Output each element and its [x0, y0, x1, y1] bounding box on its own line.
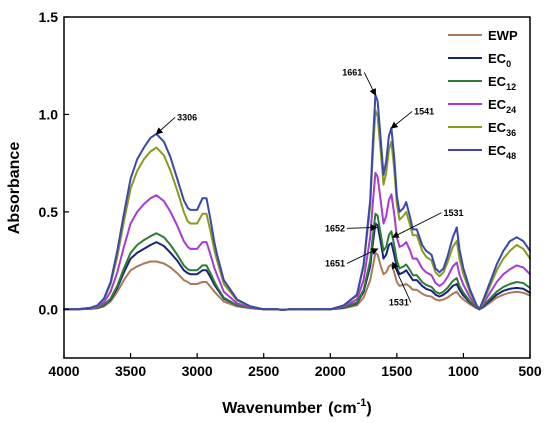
legend-label: EC12	[488, 74, 516, 92]
annotation-label: 1531	[443, 208, 463, 218]
annotation-arrow	[363, 72, 376, 96]
x-tick-label: 3500	[115, 363, 146, 379]
y-axis-title: Absorbance	[6, 142, 23, 235]
y-axis-ticks: 0.0 0.5 1.0 1.5	[39, 9, 69, 317]
annotation-arrow	[390, 111, 413, 129]
series-line-ec24	[63, 171, 531, 311]
x-axis-ticks: 4000 3500 3000 2500 2000 1500 1000 500	[48, 353, 542, 379]
series-line-ec48	[63, 93, 531, 311]
axes	[63, 16, 531, 359]
annotation-label: 1661	[342, 67, 362, 77]
series-lines	[63, 93, 531, 311]
x-tick-label: 2000	[315, 363, 346, 379]
x-tick-label: 1000	[448, 363, 479, 379]
plot-frame	[63, 16, 531, 359]
annotation-arrow	[392, 261, 412, 303]
x-tick-label: 4000	[48, 363, 79, 379]
legend: EWP EC0 EC12 EC24 EC36 EC48	[448, 28, 518, 161]
annotation-label: 1651	[325, 258, 345, 268]
annotation-arrow	[346, 248, 379, 264]
annotation-arrow	[155, 116, 176, 135]
annotation-arrow	[346, 224, 378, 232]
x-tick-label: 1500	[381, 363, 412, 379]
x-axis-title: Wavenumber (cm-1)	[222, 397, 371, 417]
legend-label: EC48	[488, 143, 516, 161]
annotation-label: 1531	[389, 297, 409, 307]
annotation-label: 1541	[414, 106, 434, 116]
series-line-ewp	[63, 251, 531, 311]
x-tick-label: 3000	[182, 363, 213, 379]
legend-label: EC24	[488, 97, 516, 115]
x-tick-label: 500	[518, 363, 542, 379]
series-line-ec12	[63, 212, 531, 311]
legend-label: EWP	[488, 28, 518, 43]
annotation-label: 1652	[325, 223, 345, 233]
legend-label: EC36	[488, 120, 516, 138]
annotation-arrow	[391, 212, 442, 238]
y-tick-label: 1.0	[39, 106, 59, 122]
peak-annotations: 3306 1661 1541 1652 1651 1531 1531	[155, 67, 463, 307]
y-tick-label: 0.5	[39, 204, 59, 220]
annotation-label: 3306	[177, 112, 197, 122]
y-tick-label: 1.5	[39, 9, 59, 25]
legend-label: EC0	[488, 51, 511, 69]
y-tick-label: 0.0	[39, 301, 59, 317]
x-tick-label: 2500	[248, 363, 279, 379]
